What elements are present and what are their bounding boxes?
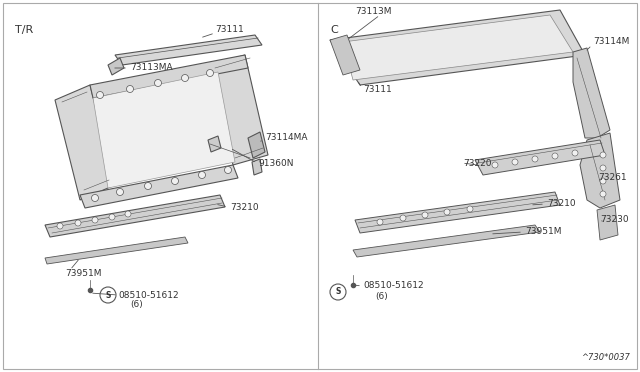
Polygon shape [475, 140, 605, 175]
Text: 73220: 73220 [463, 158, 492, 167]
Polygon shape [355, 192, 560, 233]
Circle shape [92, 217, 98, 223]
Text: 73210: 73210 [547, 199, 575, 208]
Text: C: C [330, 25, 338, 35]
Circle shape [100, 287, 116, 303]
Polygon shape [580, 133, 620, 208]
Circle shape [330, 284, 346, 300]
Circle shape [422, 212, 428, 218]
Text: ^730*0037: ^730*0037 [581, 353, 630, 362]
Circle shape [532, 156, 538, 162]
Circle shape [572, 150, 578, 156]
Text: (6): (6) [375, 292, 388, 301]
Circle shape [600, 191, 606, 197]
Circle shape [57, 223, 63, 229]
Text: 73113M: 73113M [355, 7, 392, 16]
Text: 73261: 73261 [598, 173, 627, 183]
Text: 91360N: 91360N [258, 158, 294, 167]
Text: 73230: 73230 [600, 215, 628, 224]
Text: 73111: 73111 [363, 86, 392, 94]
Text: 73951M: 73951M [525, 228, 561, 237]
Circle shape [172, 177, 179, 185]
Circle shape [182, 74, 189, 81]
Polygon shape [93, 72, 235, 188]
Circle shape [207, 70, 214, 77]
Text: 73114MA: 73114MA [265, 132, 307, 141]
Polygon shape [115, 35, 262, 65]
Circle shape [600, 178, 606, 184]
Circle shape [75, 220, 81, 226]
Circle shape [492, 162, 498, 168]
Circle shape [552, 153, 558, 159]
Text: S: S [335, 288, 340, 296]
Circle shape [600, 152, 606, 158]
Circle shape [444, 209, 450, 215]
Text: 73951M: 73951M [65, 269, 102, 279]
Circle shape [145, 183, 152, 189]
Polygon shape [343, 15, 573, 80]
Text: 73210: 73210 [230, 202, 259, 212]
Text: T/R: T/R [15, 25, 33, 35]
Circle shape [109, 214, 115, 220]
Text: 73114M: 73114M [593, 38, 629, 46]
Polygon shape [330, 10, 585, 85]
Polygon shape [597, 205, 618, 240]
Polygon shape [45, 237, 188, 264]
Circle shape [125, 211, 131, 217]
Polygon shape [252, 159, 262, 175]
Polygon shape [90, 55, 248, 98]
Circle shape [225, 167, 232, 173]
Circle shape [127, 86, 134, 93]
Circle shape [400, 215, 406, 221]
Circle shape [97, 92, 104, 99]
Circle shape [198, 171, 205, 179]
Polygon shape [108, 58, 124, 75]
Circle shape [467, 206, 473, 212]
Circle shape [512, 159, 518, 165]
Polygon shape [55, 85, 115, 200]
Circle shape [600, 165, 606, 171]
Polygon shape [45, 195, 225, 237]
Text: S: S [106, 291, 111, 299]
Circle shape [154, 80, 161, 87]
Polygon shape [80, 165, 238, 208]
Text: 08510-51612: 08510-51612 [363, 282, 424, 291]
Polygon shape [210, 55, 268, 165]
Polygon shape [208, 136, 221, 152]
Polygon shape [353, 225, 540, 257]
Circle shape [92, 195, 99, 202]
Polygon shape [573, 48, 610, 138]
Text: 73113MA: 73113MA [130, 64, 173, 73]
Circle shape [377, 219, 383, 225]
Text: 08510-51612: 08510-51612 [118, 291, 179, 299]
Circle shape [116, 189, 124, 196]
Text: 73111: 73111 [215, 26, 244, 35]
Polygon shape [248, 132, 265, 158]
Text: (6): (6) [130, 301, 143, 310]
Polygon shape [330, 35, 360, 75]
